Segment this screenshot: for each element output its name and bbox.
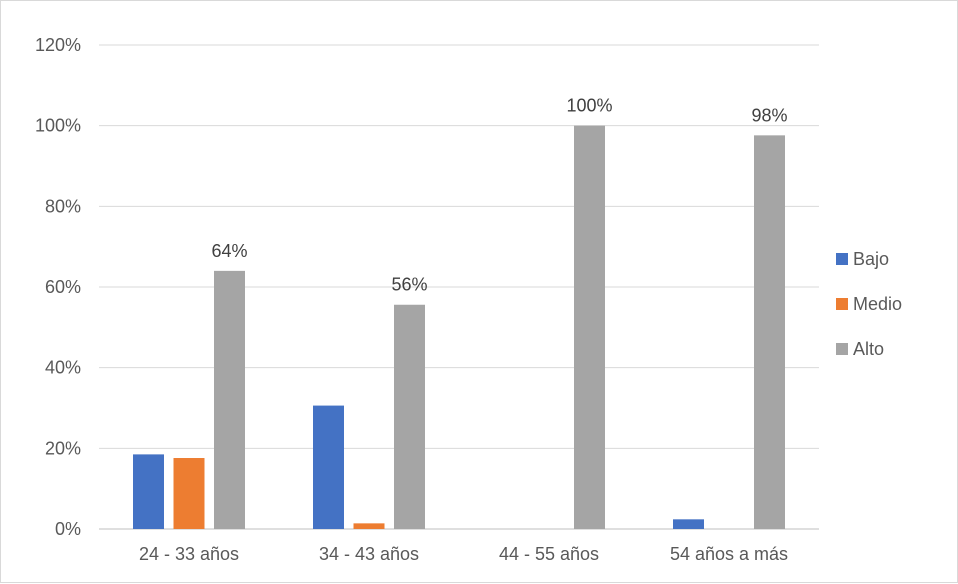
y-tick-label: 40% <box>45 358 81 378</box>
bar-alto <box>394 304 425 529</box>
x-tick-label: 24 - 33 años <box>139 544 239 564</box>
bar-medio <box>173 458 205 529</box>
bar-alto <box>574 125 605 530</box>
bar-bajo <box>313 405 344 529</box>
data-label: 100% <box>566 96 612 116</box>
legend-swatch-medio <box>836 298 848 310</box>
bar-bajo <box>133 454 164 529</box>
data-labels: 64% 56% 100% 98% <box>211 96 787 295</box>
legend-label-alto: Alto <box>853 339 884 359</box>
data-label: 98% <box>751 105 787 125</box>
y-tick-label: 120% <box>35 35 81 55</box>
legend-swatch-alto <box>836 343 848 355</box>
y-tick-label: 100% <box>35 116 81 136</box>
legend-label-medio: Medio <box>853 294 902 314</box>
data-label: 64% <box>211 241 247 261</box>
y-tick-label: 80% <box>45 196 81 216</box>
legend-label-bajo: Bajo <box>853 249 889 269</box>
y-tick-label: 0% <box>55 519 81 539</box>
x-tick-label: 44 - 55 años <box>499 544 599 564</box>
legend: Bajo Medio Alto <box>836 249 902 359</box>
data-label: 56% <box>391 275 427 295</box>
y-tick-label: 20% <box>45 438 81 458</box>
legend-swatch-bajo <box>836 253 848 265</box>
x-axis-tick-labels: 24 - 33 años 34 - 43 años 44 - 55 años 54 a… <box>139 544 788 564</box>
x-tick-label: 54 años a más <box>670 544 788 564</box>
gridlines <box>99 44 819 530</box>
bar-bajo <box>673 519 704 529</box>
bar-alto <box>754 135 785 529</box>
x-tick-label: 34 - 43 años <box>319 544 419 564</box>
y-axis-tick-labels: 0% 20% 40% 60% 80% 100% 120% <box>35 35 81 539</box>
bar-medio <box>353 523 385 529</box>
bar-alto <box>214 270 245 529</box>
y-tick-label: 60% <box>45 277 81 297</box>
bars <box>133 125 785 530</box>
